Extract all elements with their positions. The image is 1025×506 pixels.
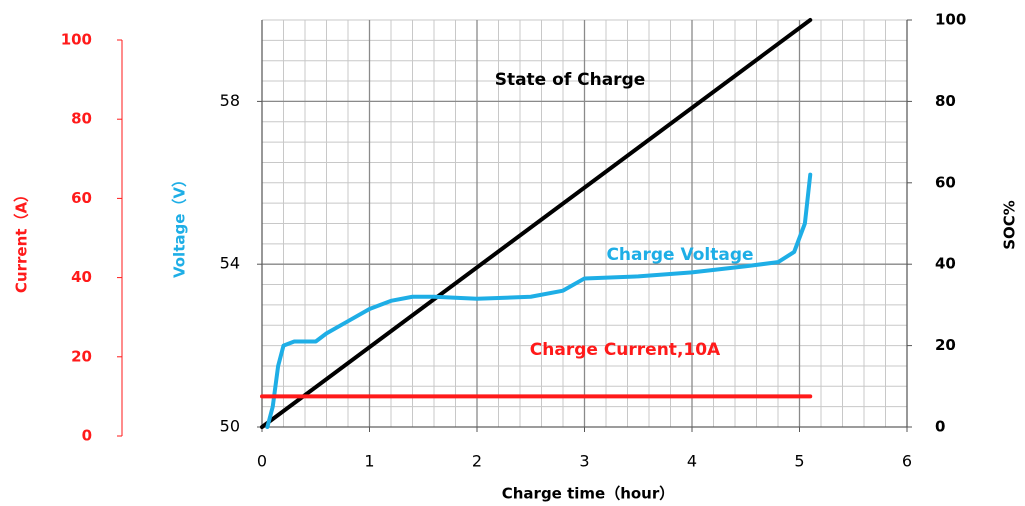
y2-tick-label: 40 (935, 255, 956, 273)
x-tick-label: 5 (794, 452, 804, 471)
series-line (265, 172, 813, 429)
y-axis-label: Voltage（V） (171, 172, 189, 278)
y3-axis-label: Current（A） (13, 187, 31, 293)
series-label: Charge Voltage (606, 245, 753, 265)
x-tick-label: 4 (687, 452, 697, 471)
y3-tick-label: 20 (71, 347, 92, 365)
x-tick-label: 6 (902, 452, 912, 471)
x-tick-label: 0 (257, 452, 267, 471)
y2-tick-label: 60 (935, 173, 956, 191)
y2-tick-label: 20 (935, 336, 956, 354)
y3-tick-label: 40 (71, 268, 92, 286)
x-tick-label: 1 (364, 452, 374, 471)
y2-tick-label: 0 (935, 418, 945, 436)
y-tick-label: 58 (220, 91, 240, 110)
x-tick-label: 3 (579, 452, 589, 471)
y2-tick-label: 80 (935, 92, 956, 110)
y2-axis-label: SOC% (1001, 200, 1019, 250)
y3-tick-label: 60 (71, 189, 92, 207)
series-label: Charge Current,10A (530, 340, 721, 360)
x-axis-label: Charge time（hour） (502, 485, 675, 503)
y2-tick-label: 100 (935, 11, 966, 29)
series-label: State of Charge (495, 70, 646, 90)
y3-tick-label: 0 (82, 427, 92, 445)
y-tick-label: 54 (220, 254, 240, 273)
y-tick-label: 50 (220, 417, 240, 436)
x-tick-label: 2 (472, 452, 482, 471)
series-line (260, 18, 813, 429)
y3-tick-label: 80 (71, 110, 92, 128)
y3-tick-label: 100 (61, 31, 92, 49)
